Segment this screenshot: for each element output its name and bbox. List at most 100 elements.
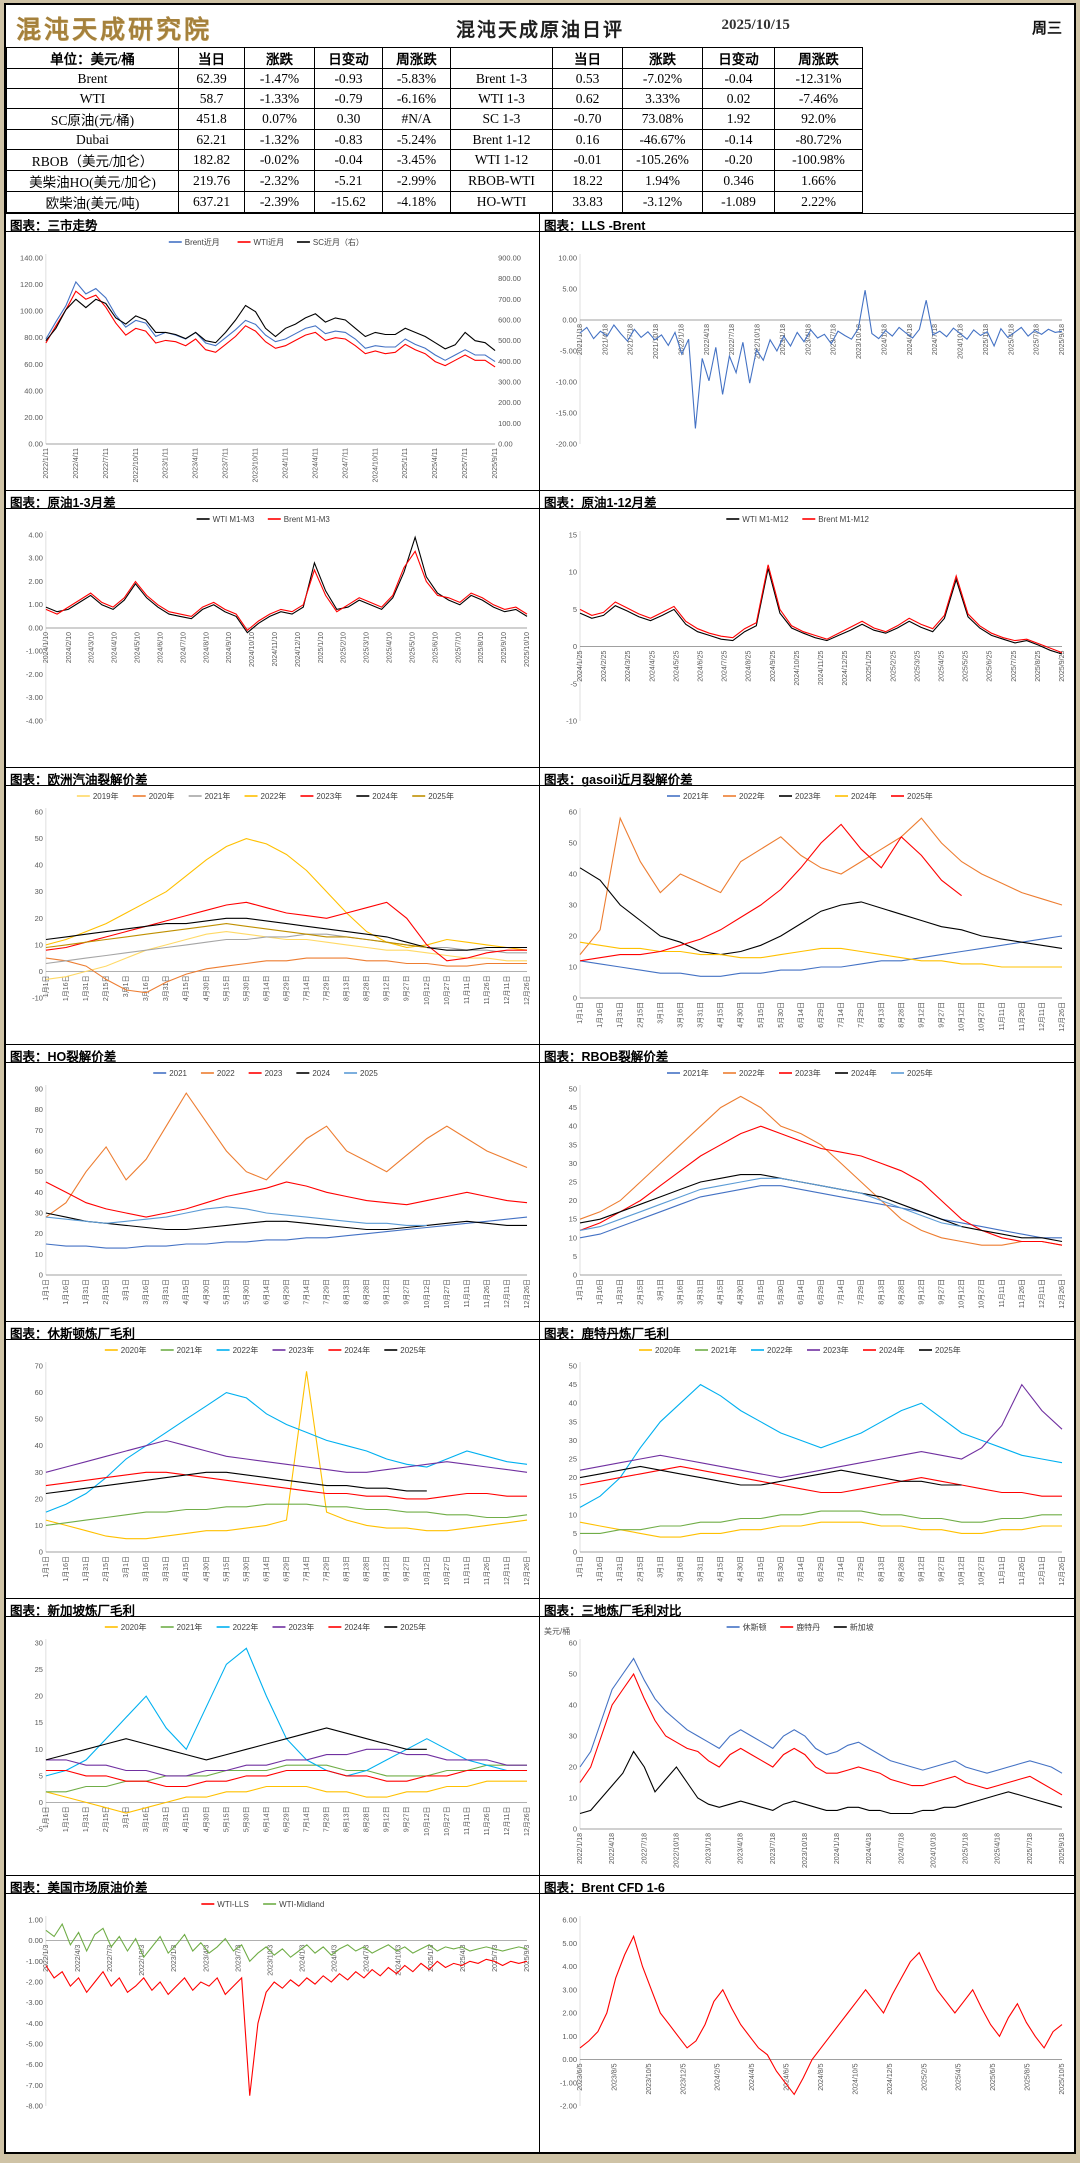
svg-text:3月31日: 3月31日 — [697, 1556, 705, 1582]
svg-text:2024/4/25: 2024/4/25 — [649, 651, 656, 682]
svg-text:2025/5/10: 2025/5/10 — [409, 632, 416, 663]
svg-text:2024/4/3: 2024/4/3 — [332, 1945, 339, 1972]
svg-text:4月30日: 4月30日 — [202, 1556, 210, 1582]
svg-text:2022/1/18: 2022/1/18 — [577, 1833, 584, 1864]
svg-text:7月14日: 7月14日 — [837, 1556, 845, 1582]
svg-text:WTI M1-M3: WTI M1-M3 — [213, 515, 255, 524]
chart-block-three-region-margin: 图表：三地炼厂毛利对比 0 10 20 30 40 50 60 美元/桶 2022/1/18 202… — [540, 1598, 1074, 1875]
svg-text:2月15日: 2月15日 — [102, 1806, 110, 1832]
quote-column-header: 周涨跌 — [382, 47, 451, 69]
quote-value: 0.16 — [552, 129, 623, 150]
svg-text:2025/9/3: 2025/9/3 — [524, 1945, 531, 1972]
series-2025年 — [579, 1177, 962, 1231]
series-2019年 — [45, 931, 528, 980]
svg-text:3月1日: 3月1日 — [122, 1279, 130, 1301]
svg-text:11月26日: 11月26日 — [483, 1556, 491, 1585]
svg-text:60: 60 — [569, 808, 577, 817]
svg-text:20: 20 — [569, 1473, 577, 1482]
svg-text:6月29日: 6月29日 — [817, 1279, 825, 1305]
svg-text:2025/9/25: 2025/9/25 — [1059, 651, 1066, 682]
svg-text:2023/4/18: 2023/4/18 — [805, 324, 812, 355]
series-2024年 — [45, 917, 528, 951]
svg-text:9月27日: 9月27日 — [403, 1556, 411, 1582]
svg-text:2022/1/18: 2022/1/18 — [678, 324, 685, 355]
svg-text:1月1日: 1月1日 — [42, 1806, 50, 1828]
svg-text:2月15日: 2月15日 — [636, 1556, 644, 1582]
svg-text:2024/11/25: 2024/11/25 — [818, 650, 825, 685]
instrument-name: Brent 1-12 — [450, 129, 553, 150]
svg-text:8月13日: 8月13日 — [343, 1279, 351, 1305]
quote-value: 18.22 — [552, 170, 623, 192]
svg-text:2024/10/25: 2024/10/25 — [794, 651, 801, 686]
svg-text:-15.00: -15.00 — [556, 409, 577, 418]
svg-text:2023年: 2023年 — [823, 1345, 849, 1355]
svg-text:2024/7/11: 2024/7/11 — [342, 448, 349, 479]
chart-title-eu-gasoline-crack: 图表：欧洲汽油裂解价差 — [6, 768, 539, 787]
svg-text:6月29日: 6月29日 — [282, 1806, 290, 1832]
chart-crude-1-12-spread: -10 -5 0 5 10 15 2024/1/25 2024/2/25 2024/3/25 20… — [566, 515, 1066, 726]
quote-value: 0.02 — [702, 88, 775, 109]
svg-text:-3.00: -3.00 — [26, 693, 43, 702]
quote-value: -0.79 — [314, 88, 383, 109]
svg-text:2024/3/25: 2024/3/25 — [625, 651, 632, 682]
svg-text:2025/9/10: 2025/9/10 — [501, 632, 508, 663]
svg-text:2022年: 2022年 — [739, 791, 765, 801]
instrument-name: SC 1-3 — [450, 108, 553, 130]
svg-text:2022/10/18: 2022/10/18 — [755, 324, 762, 359]
svg-text:2024/6/10: 2024/6/10 — [157, 632, 164, 663]
svg-text:2023年: 2023年 — [316, 791, 342, 801]
series-2023年 — [45, 901, 528, 962]
svg-text:休斯顿: 休斯顿 — [743, 1622, 767, 1632]
svg-text:0: 0 — [39, 1547, 43, 1556]
svg-text:-3.00: -3.00 — [26, 1998, 43, 2007]
svg-text:25: 25 — [35, 1665, 43, 1674]
svg-text:200.00: 200.00 — [498, 398, 521, 407]
svg-text:2025/2/10: 2025/2/10 — [341, 632, 348, 663]
svg-text:5: 5 — [573, 1252, 577, 1261]
svg-text:2022/1/3: 2022/1/3 — [43, 1945, 50, 1972]
svg-text:10月12日: 10月12日 — [423, 1279, 431, 1309]
svg-text:0.00: 0.00 — [28, 439, 43, 448]
svg-text:1月31日: 1月31日 — [616, 1279, 624, 1305]
svg-text:100.00: 100.00 — [20, 307, 43, 316]
chart-title-houston-margin: 图表：休斯顿炼厂毛利 — [6, 1322, 539, 1341]
svg-text:3月16日: 3月16日 — [142, 1556, 150, 1582]
svg-text:2024/7/10: 2024/7/10 — [180, 632, 187, 663]
svg-text:6月14日: 6月14日 — [262, 1279, 270, 1305]
svg-text:11月11日: 11月11日 — [998, 1279, 1006, 1308]
svg-text:400.00: 400.00 — [498, 357, 521, 366]
svg-text:3月16日: 3月16日 — [142, 1806, 150, 1832]
svg-text:6月29日: 6月29日 — [282, 1556, 290, 1582]
svg-text:2024年: 2024年 — [879, 1345, 905, 1355]
chart-title-brent-cfd: 图表：Brent CFD 1-6 — [540, 1876, 1074, 1895]
svg-text:3月31日: 3月31日 — [162, 1556, 170, 1582]
charts-grid: 图表：三市走势 0.00 20.00 40.00 60.00 80.00 100.00 120… — [6, 213, 1074, 2152]
quote-value: 1.66% — [774, 170, 863, 192]
svg-text:2024/7/3: 2024/7/3 — [364, 1945, 371, 1972]
series-2020年 — [45, 1780, 528, 1814]
svg-text:4月30日: 4月30日 — [737, 1279, 745, 1305]
svg-text:8月28日: 8月28日 — [363, 975, 371, 1001]
svg-text:6月14日: 6月14日 — [797, 1279, 805, 1305]
svg-text:50: 50 — [569, 839, 577, 848]
quote-column-header: 周涨跌 — [774, 47, 863, 69]
quote-value: 637.21 — [178, 191, 245, 213]
svg-text:2024年: 2024年 — [344, 1622, 370, 1632]
series-2021年 — [45, 1764, 528, 1793]
svg-text:15: 15 — [35, 1718, 43, 1727]
series-WTI M1-M12 — [579, 568, 1063, 655]
quote-value: 2.22% — [774, 191, 863, 213]
quote-column-header: 当日 — [552, 47, 623, 69]
svg-text:2022/7/11: 2022/7/11 — [103, 448, 110, 479]
svg-text:1月16日: 1月16日 — [62, 1806, 70, 1832]
svg-text:6月29日: 6月29日 — [282, 1279, 290, 1305]
series-鹿特丹 — [579, 1672, 1063, 1796]
quote-value: #N/A — [382, 108, 451, 130]
svg-text:2022/7/18: 2022/7/18 — [729, 324, 736, 355]
svg-text:4月30日: 4月30日 — [202, 1279, 210, 1305]
svg-text:4月15日: 4月15日 — [182, 1279, 190, 1305]
svg-text:2025/7/25: 2025/7/25 — [1011, 651, 1018, 682]
quote-column-header: 当日 — [178, 47, 245, 69]
svg-text:2024/7/25: 2024/7/25 — [722, 651, 729, 682]
svg-text:2025/7/3: 2025/7/3 — [492, 1945, 499, 1972]
